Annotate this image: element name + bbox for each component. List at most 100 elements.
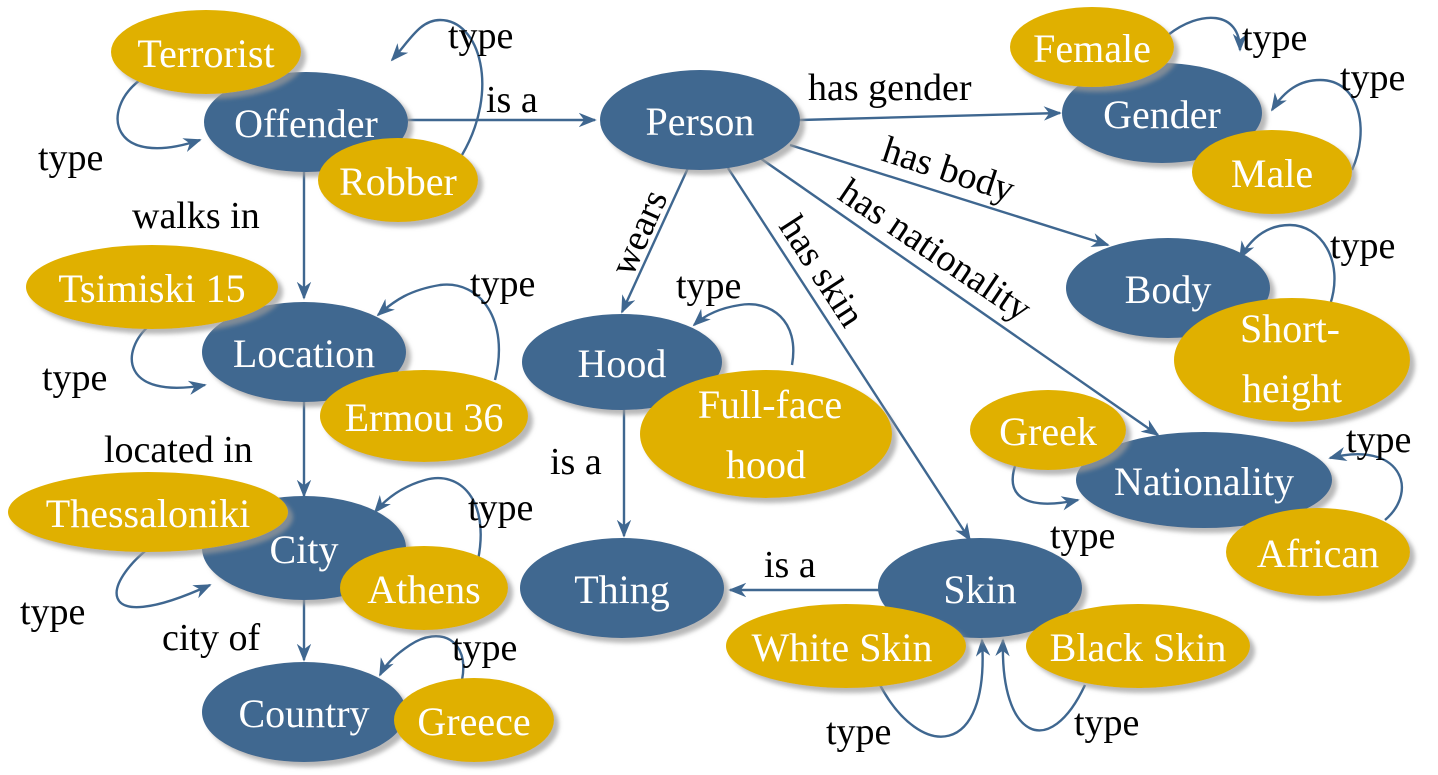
node-country[interactable] [202, 662, 406, 762]
node-skin[interactable] [878, 538, 1082, 638]
edge-label-offender-is-a: is a [486, 79, 538, 121]
type-loop-black [995, 638, 1087, 732]
label-ermou: Ermou 36 [345, 395, 504, 440]
edge-label-wears: wears [602, 184, 676, 282]
node-ermou[interactable] [320, 370, 528, 462]
type-loop-tsimiski [130, 324, 207, 395]
type-label-female: type [1242, 17, 1307, 59]
label-thessaloniki: Thessaloniki [46, 491, 250, 536]
label-black-skin: Black Skin [1050, 625, 1227, 670]
node-african[interactable] [1226, 508, 1410, 596]
class-labels: Offender Person Gender Location Hood Bod… [233, 92, 1294, 736]
node-fullface[interactable] [640, 370, 892, 498]
label-location: Location [233, 331, 375, 376]
type-label-terrorist: type [38, 137, 103, 179]
edge-person-hood [620, 167, 690, 314]
edge-label-walks-in: walks in [132, 195, 260, 237]
label-short-2: height [1242, 366, 1342, 411]
label-short-1: Short- [1240, 306, 1340, 351]
label-hood: Hood [578, 341, 667, 386]
type-loop-white [878, 638, 991, 738]
type-label-greek: type [1050, 515, 1115, 557]
type-label-thessaloniki: type [20, 591, 85, 633]
label-female: Female [1033, 26, 1151, 71]
node-greek[interactable] [970, 390, 1126, 470]
label-thing: Thing [574, 567, 670, 612]
type-label-black-skin: type [1074, 702, 1139, 744]
type-loop-female [1167, 16, 1248, 52]
edge-label-located-in: located in [104, 429, 253, 471]
node-white-skin[interactable] [726, 604, 966, 688]
label-robber: Robber [339, 159, 457, 204]
node-gender[interactable] [1062, 63, 1262, 163]
type-loop-terrorist [116, 79, 202, 152]
node-thessaloniki[interactable] [8, 472, 288, 552]
label-terrorist: Terrorist [137, 31, 274, 76]
type-loop-greek [1011, 457, 1080, 511]
type-label-fullface: type [676, 265, 741, 307]
type-loop-male [1270, 78, 1362, 171]
type-loop-greece [378, 635, 465, 681]
node-person[interactable] [600, 70, 800, 170]
node-female[interactable] [1010, 7, 1174, 87]
label-fullface-1: Full-face [698, 382, 842, 427]
label-male: Male [1231, 151, 1313, 196]
type-loop-african [1328, 447, 1403, 521]
label-city: City [270, 527, 339, 572]
type-label-white-skin: type [826, 711, 891, 753]
node-nationality[interactable] [1076, 432, 1332, 528]
class-nodes [202, 63, 1332, 762]
node-short[interactable] [1174, 298, 1410, 422]
node-greece[interactable] [394, 678, 554, 762]
type-loop-thessaloniki [115, 539, 212, 609]
edge-label-has-gender: has gender [808, 67, 972, 109]
label-fullface-2: hood [726, 442, 806, 487]
label-greece: Greece [417, 699, 530, 744]
type-label-ermou: type [470, 263, 535, 305]
type-label-offender-robber: type [448, 15, 513, 57]
label-person: Person [646, 99, 755, 144]
edge-person-skin [726, 167, 972, 542]
edges [115, 16, 1403, 738]
edge-person-body [789, 143, 1110, 248]
edge-label-has-body: has body [877, 129, 1019, 211]
instance-labels: Terrorist Robber Female Male Tsimiski 15… [46, 26, 1379, 744]
type-label-greece: type [452, 627, 517, 669]
instance-nodes [8, 7, 1410, 762]
node-male[interactable] [1192, 130, 1352, 214]
type-label-male: type [1340, 57, 1405, 99]
label-body: Body [1125, 267, 1212, 312]
label-african: African [1257, 531, 1379, 576]
node-black-skin[interactable] [1026, 604, 1250, 688]
type-label-short: type [1330, 225, 1395, 267]
node-terrorist[interactable] [111, 10, 301, 94]
label-country: Country [238, 691, 369, 736]
edge-person-nationality [759, 157, 1160, 437]
label-offender: Offender [234, 101, 378, 146]
type-loop-athens [373, 477, 482, 561]
edge-label-city-of: city of [162, 617, 260, 659]
type-label-tsimiski: type [42, 357, 107, 399]
type-label-african: type [1346, 419, 1411, 461]
type-loop-fullface [692, 303, 795, 366]
label-nationality: Nationality [1114, 459, 1294, 504]
node-location[interactable] [202, 302, 406, 402]
label-athens: Athens [367, 567, 480, 612]
label-gender: Gender [1103, 92, 1221, 137]
edge-label-hood-is-a: is a [550, 441, 602, 483]
node-athens[interactable] [340, 546, 508, 630]
edge-person-gender [799, 106, 1062, 122]
type-label-athens: type [468, 487, 533, 529]
type-loop-short [1238, 223, 1336, 306]
label-white-skin: White Skin [751, 625, 932, 670]
node-robber[interactable] [318, 138, 478, 222]
node-thing[interactable] [520, 538, 724, 638]
node-hood[interactable] [522, 314, 722, 410]
edge-label-skin-is-a: is a [764, 544, 816, 586]
node-tsimiski[interactable] [26, 245, 278, 329]
type-loop-robber [390, 18, 484, 156]
label-skin: Skin [943, 567, 1016, 612]
label-tsimiski: Tsimiski 15 [58, 266, 245, 311]
type-loop-ermou [376, 283, 501, 381]
